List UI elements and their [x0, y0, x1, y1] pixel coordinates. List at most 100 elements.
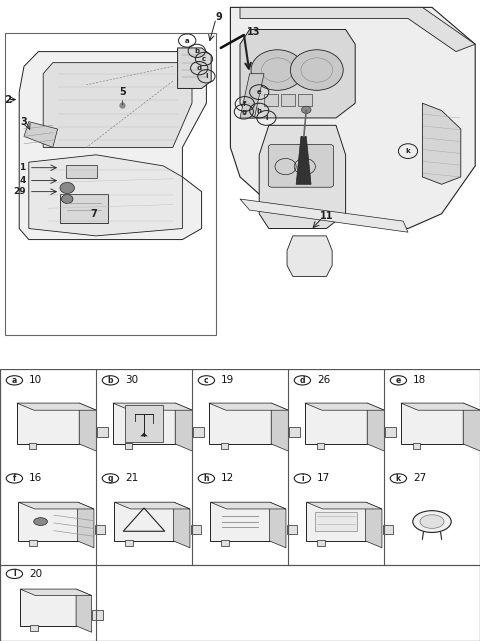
Text: 9: 9 — [215, 12, 222, 22]
Circle shape — [60, 183, 74, 194]
Text: g: g — [241, 109, 246, 115]
Text: k: k — [396, 474, 401, 483]
Bar — [5, 33, 216, 335]
Polygon shape — [259, 125, 346, 228]
Bar — [221, 444, 228, 449]
FancyBboxPatch shape — [264, 94, 278, 106]
Text: 19: 19 — [221, 376, 234, 385]
Bar — [413, 444, 420, 449]
Text: 16: 16 — [29, 474, 42, 483]
Text: f: f — [12, 474, 16, 483]
Circle shape — [420, 515, 444, 528]
Bar — [29, 540, 37, 546]
Text: e: e — [396, 376, 401, 385]
FancyBboxPatch shape — [281, 94, 295, 106]
FancyArrow shape — [140, 433, 148, 437]
Polygon shape — [43, 63, 192, 147]
Polygon shape — [401, 403, 480, 410]
Bar — [383, 524, 394, 535]
Text: 26: 26 — [317, 376, 330, 385]
Text: a: a — [185, 38, 190, 44]
Polygon shape — [422, 103, 461, 185]
Text: 4: 4 — [19, 176, 25, 185]
Bar — [125, 444, 132, 449]
Polygon shape — [79, 403, 96, 451]
Polygon shape — [174, 502, 190, 548]
Text: 12: 12 — [221, 474, 234, 483]
Bar — [18, 502, 78, 541]
Polygon shape — [209, 403, 288, 410]
Text: h: h — [257, 108, 262, 113]
Bar — [385, 427, 396, 437]
Text: g: g — [108, 474, 113, 483]
Bar — [287, 524, 298, 535]
Bar — [17, 403, 79, 444]
Bar — [114, 502, 174, 541]
Bar — [210, 502, 270, 541]
Text: 2: 2 — [4, 94, 11, 104]
Polygon shape — [114, 502, 190, 509]
Text: 7: 7 — [90, 209, 97, 219]
Bar — [29, 444, 36, 449]
Text: 10: 10 — [29, 376, 42, 385]
Polygon shape — [305, 403, 384, 410]
Text: k: k — [406, 148, 410, 154]
Text: l: l — [205, 73, 208, 79]
Polygon shape — [367, 403, 384, 451]
Text: i: i — [265, 115, 268, 121]
Bar — [317, 540, 325, 546]
Polygon shape — [230, 7, 475, 228]
FancyBboxPatch shape — [60, 194, 108, 223]
Polygon shape — [19, 52, 206, 240]
Circle shape — [34, 518, 48, 526]
Bar — [193, 427, 204, 437]
Polygon shape — [240, 7, 475, 52]
Text: 11: 11 — [320, 211, 333, 221]
Bar — [125, 540, 133, 546]
Text: 3: 3 — [20, 117, 27, 127]
Bar — [315, 512, 357, 531]
Bar — [95, 524, 106, 535]
Bar — [305, 403, 367, 444]
Bar — [113, 403, 175, 444]
Text: i: i — [301, 474, 304, 483]
Bar — [93, 610, 103, 620]
Bar — [209, 403, 271, 444]
Text: h: h — [204, 474, 209, 483]
Circle shape — [251, 50, 304, 90]
Polygon shape — [175, 403, 192, 451]
Text: d: d — [300, 376, 305, 385]
Polygon shape — [463, 403, 480, 451]
Polygon shape — [17, 403, 96, 410]
Text: 20: 20 — [29, 569, 42, 579]
Text: 30: 30 — [125, 376, 138, 385]
Text: 17: 17 — [317, 474, 330, 483]
Polygon shape — [210, 502, 286, 509]
Text: 27: 27 — [413, 474, 426, 483]
Polygon shape — [270, 502, 286, 548]
Polygon shape — [240, 199, 408, 232]
Text: 29: 29 — [13, 187, 25, 196]
Circle shape — [290, 50, 343, 90]
Bar — [97, 427, 108, 437]
FancyBboxPatch shape — [66, 165, 97, 178]
Polygon shape — [18, 502, 94, 509]
Text: f: f — [243, 101, 246, 107]
Text: c: c — [204, 376, 209, 385]
Bar — [30, 625, 38, 631]
Text: c: c — [202, 56, 206, 62]
Text: 18: 18 — [413, 376, 426, 385]
Text: b: b — [194, 48, 199, 54]
Polygon shape — [24, 122, 58, 147]
Polygon shape — [178, 48, 211, 88]
Polygon shape — [366, 502, 382, 548]
Polygon shape — [240, 29, 355, 118]
Text: d: d — [197, 65, 202, 71]
Bar — [191, 524, 202, 535]
Text: 13: 13 — [247, 28, 261, 37]
Polygon shape — [296, 137, 311, 185]
Bar — [317, 444, 324, 449]
Bar — [221, 540, 229, 546]
Bar — [20, 589, 76, 626]
FancyBboxPatch shape — [298, 94, 312, 106]
